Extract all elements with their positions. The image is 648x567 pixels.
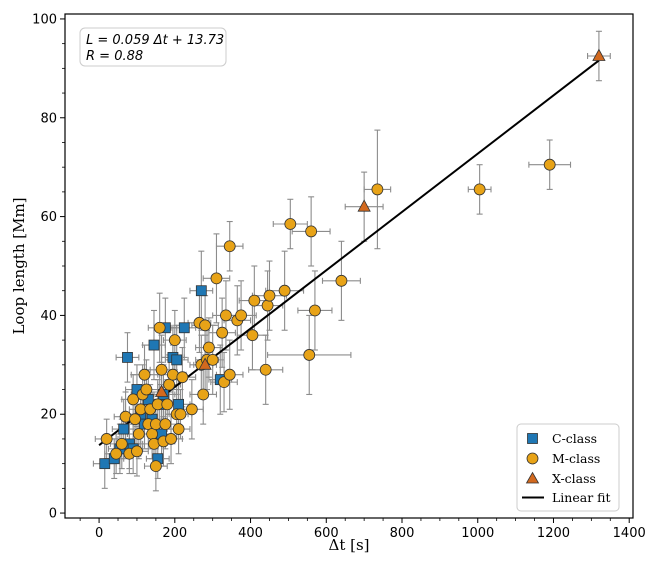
y-tick-label-0: 0 — [49, 507, 57, 522]
m-class-point — [220, 309, 232, 322]
legend-m-class-marker — [526, 452, 539, 465]
x-tick-label-1000: 1000 — [461, 526, 494, 541]
x-tick-label-600: 600 — [314, 526, 339, 541]
m-class-point — [132, 428, 145, 440]
m-class-point — [246, 329, 259, 342]
m-class-point — [131, 445, 143, 458]
fit-annotation: L = 0.059 Δt + 13.73 R = 0.88 — [79, 27, 227, 67]
c-class-point — [148, 339, 160, 351]
legend-c-class-marker — [527, 433, 538, 444]
m-class-point — [185, 403, 198, 416]
x-tick-label-1400: 1400 — [613, 526, 646, 541]
m-class-point — [197, 388, 210, 401]
x-tick-label-400: 400 — [238, 526, 263, 541]
legend-m-class-label: M-class — [552, 451, 600, 466]
x-axis-ticks: 0 200 400 600 800 1000 1200 1400 — [79, 518, 646, 541]
x-tick-label-200: 200 — [162, 526, 187, 541]
m-class-point — [159, 418, 172, 431]
y-tick-label-40: 40 — [40, 309, 57, 324]
m-class-point — [140, 383, 153, 396]
m-class-point — [305, 225, 318, 238]
x-axis-label: Δt [s] — [328, 536, 369, 554]
y-axis-ticks: 0 20 40 60 80 100 — [32, 12, 65, 522]
m-class-point — [259, 363, 272, 376]
m-class-point — [149, 460, 162, 473]
c-class-point — [122, 352, 133, 363]
m-class-point — [163, 378, 176, 391]
c-class-point — [178, 322, 190, 334]
y-tick-label-80: 80 — [40, 111, 57, 126]
x-tick-label-800: 800 — [390, 526, 415, 541]
m-class-point — [172, 423, 185, 435]
c-class-point — [171, 354, 183, 366]
m-class-point — [202, 341, 215, 354]
m-class-point — [261, 299, 274, 312]
m-class-point — [176, 371, 189, 384]
y-tick-label-20: 20 — [40, 408, 57, 423]
m-class-point — [223, 240, 236, 253]
c-class-point — [99, 458, 111, 470]
m-class-point — [263, 289, 276, 302]
c-class-point — [118, 423, 130, 435]
m-class-point — [138, 368, 151, 381]
c-class-point — [195, 285, 207, 297]
m-class-point — [248, 294, 261, 307]
m-class-point — [210, 272, 223, 285]
legend-x-class-marker — [525, 471, 540, 484]
m-class-point — [284, 218, 297, 230]
legend-c-class-label: C-class — [552, 431, 597, 446]
m-class-point — [127, 393, 140, 406]
m-class-point — [129, 413, 141, 426]
m-class-point — [206, 353, 219, 366]
m-class-point — [165, 433, 177, 445]
m-class-point — [100, 433, 113, 445]
x-tick-label-1200: 1200 — [537, 526, 570, 541]
m-class-point — [110, 447, 123, 460]
annotation-correlation: R = 0.88 — [86, 49, 143, 64]
m-class-point — [216, 326, 229, 339]
y-tick-label-100: 100 — [32, 12, 57, 27]
y-tick-label-60: 60 — [40, 210, 57, 225]
m-class-point — [155, 363, 168, 376]
markers — [99, 48, 606, 473]
m-class-point — [303, 349, 316, 361]
legend-box — [516, 423, 620, 512]
m-class-point — [146, 428, 158, 440]
x-tick-label-0: 0 — [95, 526, 103, 541]
c-class-point — [173, 398, 185, 410]
legend: C-class M-class X-class Linear fit — [516, 423, 620, 512]
m-class-point — [153, 321, 166, 334]
annotation-equation: L = 0.059 Δt + 13.73 — [86, 33, 224, 48]
m-class-point — [223, 368, 236, 381]
m-class-point — [278, 284, 291, 297]
m-class-point — [235, 309, 247, 322]
m-class-point — [161, 398, 174, 411]
legend-x-class-label: X-class — [552, 471, 596, 486]
m-class-point — [335, 274, 348, 287]
m-class-point — [199, 319, 212, 332]
m-class-point — [168, 334, 181, 347]
annotation-box — [79, 27, 227, 67]
x-class-point — [592, 48, 606, 61]
m-class-point — [309, 304, 321, 317]
m-class-point — [115, 437, 128, 450]
m-class-point — [473, 183, 486, 196]
m-class-point — [174, 408, 187, 421]
x-class-point — [198, 357, 212, 370]
legend-fit-label: Linear fit — [552, 490, 611, 505]
x-class-point — [357, 199, 371, 212]
x-class-point — [154, 384, 169, 397]
y-axis-label: Loop length [Mm] — [10, 197, 28, 334]
m-class-point — [371, 183, 384, 196]
m-class-point — [543, 158, 556, 171]
